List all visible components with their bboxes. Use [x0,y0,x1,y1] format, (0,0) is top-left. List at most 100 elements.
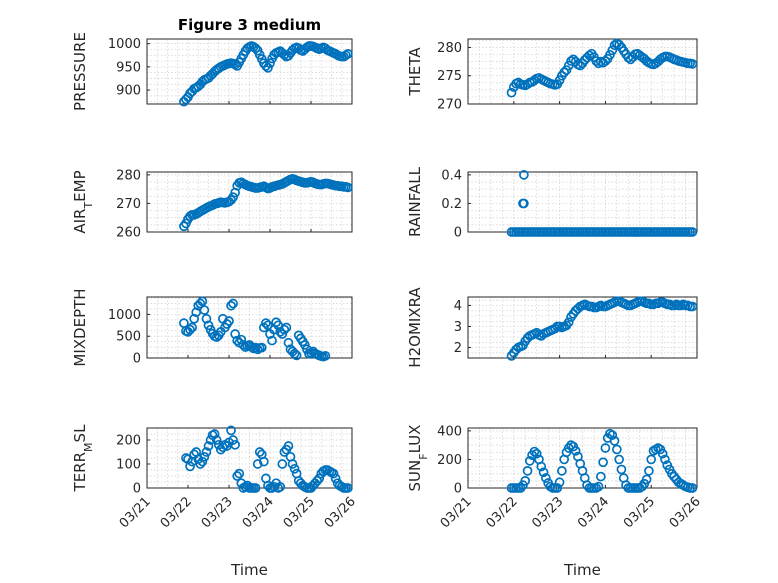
data-point [228,298,238,309]
data-point [584,50,595,61]
data-point [524,456,535,466]
data-point [275,481,286,492]
data-point [279,49,290,60]
data-point [687,301,698,312]
data-point [519,170,529,180]
data-point [252,459,263,469]
data-point [259,456,269,467]
data-point [199,305,210,315]
data-point [563,317,574,328]
data-point [328,468,339,479]
data-point [641,474,652,485]
data-point [687,227,698,237]
data-point [609,436,620,446]
data-point [550,323,560,334]
data-point [600,56,611,66]
x-axis-label-left: Time [230,561,268,579]
y-tick-label: 270 [116,197,141,212]
data-point [228,192,238,202]
y-axis-label: AIRTEMP [71,170,95,233]
data-point [595,471,606,482]
y-tick-label: 900 [116,84,141,99]
y-tick-label: 2 [454,341,462,356]
data-point [520,476,531,486]
data-point [536,461,547,472]
data-point [277,459,288,469]
y-tick-label: 280 [116,168,141,183]
y-tick-label: 4 [454,299,462,314]
data-point [538,467,549,478]
axes-frame [146,296,353,359]
data-markers [506,296,698,361]
data-point [209,429,220,439]
data-markers [506,170,698,237]
y-tick-label: 260 [116,226,141,241]
data-point [218,442,228,453]
data-point [187,322,197,333]
data-point [289,348,300,359]
data-point [320,350,331,361]
data-point [506,87,517,98]
y-tick-label: 500 [116,330,141,345]
data-point [644,466,654,476]
y-axis-label: MIXDEPTH [71,288,89,366]
data-point [646,454,657,465]
data-point [687,59,698,69]
data-point [554,477,565,488]
data-point [201,313,212,324]
data-point [250,342,261,353]
axes-frame [467,427,698,489]
data-point [598,457,608,468]
axes-frame [146,38,353,105]
data-point [197,296,208,307]
plot-area [467,171,698,233]
data-point [203,441,214,451]
data-point [611,444,622,455]
data-markers [506,38,698,98]
data-point [529,75,540,86]
subplot-pressure: 900 950 1000 PRESSURE [71,32,353,111]
data-markers [179,41,353,107]
data-point [616,464,627,475]
y-tick-label: 0 [133,482,141,497]
data-markers [179,296,331,362]
data-point [281,322,292,333]
data-point [660,454,670,465]
data-point [197,456,208,467]
y-tick-label: 0.2 [441,197,462,212]
data-point [559,67,570,78]
subplot-mixdepth: 0 500 1000 MIXDEPTH [71,288,353,367]
data-point [199,451,210,462]
y-axis-label: PRESSURE [71,32,89,111]
data-markers [506,428,698,493]
y-tick-label: 200 [437,453,462,468]
y-tick-label: 270 [437,98,462,113]
data-point [343,182,353,193]
data-point [230,439,240,450]
data-point [232,471,243,481]
y-axis-label: SUNFLUX [406,425,430,492]
data-point [287,459,298,469]
data-point [232,335,243,346]
y-axis-label: H2OMIXRA [406,287,424,368]
data-point [531,448,542,459]
data-point [283,337,294,348]
data-point [522,466,533,476]
data-point [575,60,586,71]
data-point [185,324,195,335]
data-point [314,473,325,484]
subplot-rainfall: 0 0.2 0.4 RAINFALL [406,166,698,241]
data-point [224,316,234,326]
data-point [570,446,581,456]
y-axis-label: THETA [406,47,424,97]
y-tick-label: 200 [116,434,141,449]
data-point [261,318,271,328]
y-tick-label: 0.4 [441,168,462,183]
subplot-air-temp: 260 270 280 AIRTEMP [71,168,353,241]
data-markers [179,174,353,232]
data-point [267,335,277,346]
y-tick-label: 1000 [108,308,141,323]
data-point [189,313,199,324]
data-point [607,45,618,56]
